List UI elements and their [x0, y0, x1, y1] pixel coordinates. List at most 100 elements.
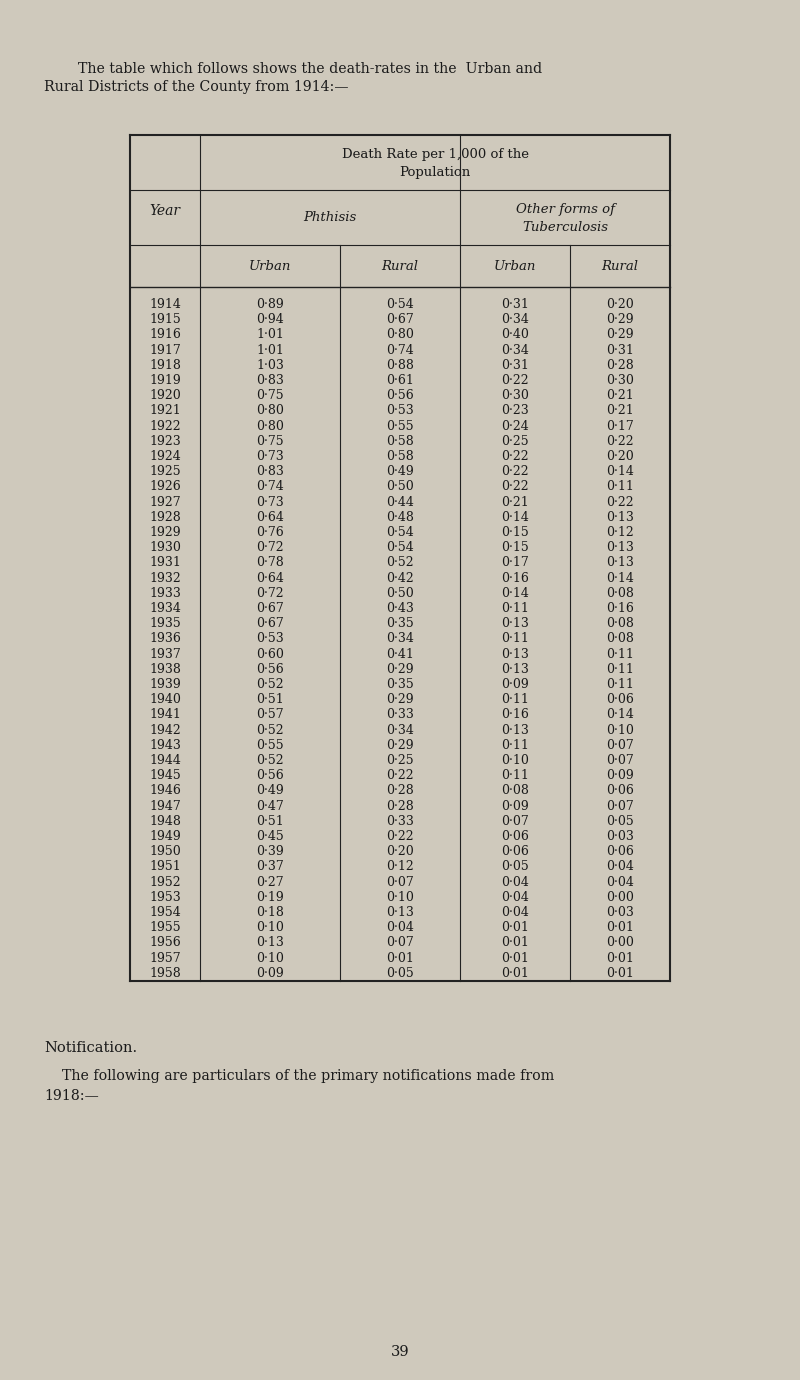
Text: 0·04: 0·04 — [606, 876, 634, 889]
Text: 0·13: 0·13 — [606, 511, 634, 524]
Text: 0·54: 0·54 — [386, 541, 414, 555]
Text: 0·44: 0·44 — [386, 495, 414, 509]
Text: 0·04: 0·04 — [501, 876, 529, 889]
Text: 0·17: 0·17 — [606, 420, 634, 433]
Text: 0·54: 0·54 — [386, 526, 414, 540]
Text: 0·11: 0·11 — [501, 769, 529, 782]
Text: 0·00: 0·00 — [606, 891, 634, 904]
Text: 0·11: 0·11 — [501, 738, 529, 752]
Text: 0·04: 0·04 — [606, 861, 634, 874]
Text: 0·10: 0·10 — [256, 922, 284, 934]
Text: 0·56: 0·56 — [386, 389, 414, 403]
Text: 1918:—: 1918:— — [44, 1089, 98, 1103]
Text: Urban: Urban — [249, 259, 291, 272]
Text: 0·14: 0·14 — [606, 708, 634, 722]
Text: 0·27: 0·27 — [256, 876, 284, 889]
Text: 0·60: 0·60 — [256, 647, 284, 661]
Text: 0·33: 0·33 — [386, 816, 414, 828]
Text: 0·57: 0·57 — [256, 708, 284, 722]
Text: 1·01: 1·01 — [256, 328, 284, 341]
Text: 0·94: 0·94 — [256, 313, 284, 326]
Text: 0·20: 0·20 — [606, 298, 634, 310]
Text: 1952: 1952 — [149, 876, 181, 889]
Text: 0·80: 0·80 — [256, 420, 284, 433]
Text: 0·22: 0·22 — [386, 769, 414, 782]
Text: 1936: 1936 — [149, 632, 181, 646]
Text: 0·67: 0·67 — [386, 313, 414, 326]
Text: Rural Districts of the County from 1914:—: Rural Districts of the County from 1914:… — [44, 80, 349, 94]
Text: 0·21: 0·21 — [606, 404, 634, 418]
Text: 0·58: 0·58 — [386, 450, 414, 464]
Text: 0·09: 0·09 — [256, 967, 284, 980]
Text: 1916: 1916 — [149, 328, 181, 341]
Text: 1924: 1924 — [149, 450, 181, 464]
Text: 0·06: 0·06 — [606, 693, 634, 707]
Text: 0·07: 0·07 — [606, 738, 634, 752]
Text: Population: Population — [399, 166, 470, 179]
Text: 1945: 1945 — [149, 769, 181, 782]
Text: 0·13: 0·13 — [501, 662, 529, 676]
Text: 1937: 1937 — [149, 647, 181, 661]
Text: 0·08: 0·08 — [606, 586, 634, 600]
Text: 0·76: 0·76 — [256, 526, 284, 540]
Text: 0·13: 0·13 — [501, 647, 529, 661]
Text: 0·22: 0·22 — [501, 465, 529, 479]
Text: 0·53: 0·53 — [256, 632, 284, 646]
Text: 0·07: 0·07 — [606, 753, 634, 767]
Text: 0·12: 0·12 — [386, 861, 414, 874]
Text: 0·35: 0·35 — [386, 617, 414, 631]
Text: 1939: 1939 — [149, 678, 181, 691]
Text: 0·89: 0·89 — [256, 298, 284, 310]
Text: 0·08: 0·08 — [606, 632, 634, 646]
Text: 0·05: 0·05 — [386, 967, 414, 980]
Text: 0·34: 0·34 — [386, 723, 414, 737]
Text: 0·45: 0·45 — [256, 831, 284, 843]
Text: 0·01: 0·01 — [606, 952, 634, 965]
Text: 0·15: 0·15 — [501, 526, 529, 540]
Text: 0·08: 0·08 — [606, 617, 634, 631]
Text: 0·83: 0·83 — [256, 374, 284, 388]
Text: 0·52: 0·52 — [386, 556, 414, 570]
Text: 0·20: 0·20 — [606, 450, 634, 464]
Text: 0·52: 0·52 — [256, 678, 284, 691]
Text: Phthisis: Phthisis — [303, 211, 357, 224]
Text: 0·75: 0·75 — [256, 435, 284, 448]
Text: 0·50: 0·50 — [386, 480, 414, 494]
Text: 0·22: 0·22 — [501, 374, 529, 388]
Text: 0·00: 0·00 — [606, 937, 634, 949]
Text: 1931: 1931 — [149, 556, 181, 570]
Text: 0·04: 0·04 — [501, 907, 529, 919]
Text: 0·14: 0·14 — [501, 511, 529, 524]
Text: 0·13: 0·13 — [501, 723, 529, 737]
Text: 1933: 1933 — [149, 586, 181, 600]
Text: 0·04: 0·04 — [501, 891, 529, 904]
Text: 0·73: 0·73 — [256, 450, 284, 464]
Text: 0·43: 0·43 — [386, 602, 414, 615]
Text: 0·03: 0·03 — [606, 907, 634, 919]
Text: 1955: 1955 — [149, 922, 181, 934]
Text: 0·18: 0·18 — [256, 907, 284, 919]
Text: 0·28: 0·28 — [606, 359, 634, 371]
Text: 0·16: 0·16 — [501, 571, 529, 585]
Text: 0·49: 0·49 — [386, 465, 414, 479]
Text: 0·08: 0·08 — [501, 784, 529, 798]
Text: 1926: 1926 — [149, 480, 181, 494]
Text: 0·31: 0·31 — [501, 359, 529, 371]
Text: 0·34: 0·34 — [501, 313, 529, 326]
Text: 0·13: 0·13 — [501, 617, 529, 631]
Text: 0·05: 0·05 — [606, 816, 634, 828]
Text: 0·64: 0·64 — [256, 571, 284, 585]
Text: 0·14: 0·14 — [501, 586, 529, 600]
Text: 1958: 1958 — [149, 967, 181, 980]
Text: 0·74: 0·74 — [256, 480, 284, 494]
Text: 1923: 1923 — [149, 435, 181, 448]
Text: 0·22: 0·22 — [501, 480, 529, 494]
Text: 1942: 1942 — [149, 723, 181, 737]
Text: 0·51: 0·51 — [256, 693, 284, 707]
Text: 0·09: 0·09 — [501, 799, 529, 813]
Text: 0·28: 0·28 — [386, 799, 414, 813]
Text: 0·06: 0·06 — [606, 846, 634, 858]
Text: 0·83: 0·83 — [256, 465, 284, 479]
Text: 0·07: 0·07 — [386, 937, 414, 949]
Text: 0·67: 0·67 — [256, 602, 284, 615]
